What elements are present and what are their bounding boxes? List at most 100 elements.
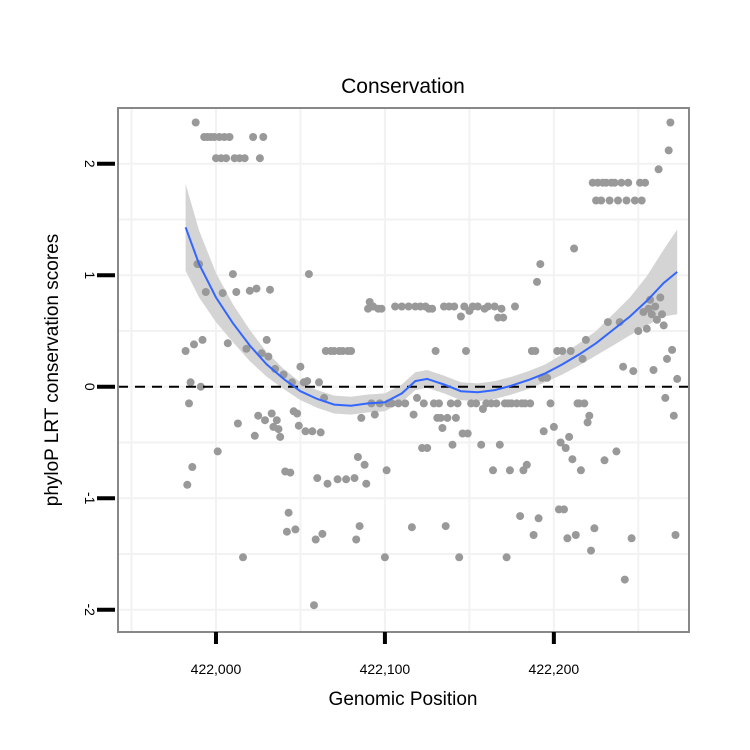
data-point: [646, 295, 655, 304]
y-axis: 2 1 0 -1 -2: [82, 160, 115, 616]
data-point: [546, 399, 555, 408]
data-point: [272, 416, 281, 425]
data-point: [446, 399, 455, 408]
data-point: [492, 399, 501, 408]
data-point: [647, 310, 656, 319]
data-point: [536, 260, 545, 269]
data-point: [597, 196, 606, 205]
data-point: [450, 302, 459, 311]
data-point: [642, 324, 651, 333]
plot-panel: [117, 107, 690, 633]
data-point: [240, 154, 249, 163]
data-point: [394, 399, 403, 408]
data-point: [543, 373, 552, 382]
data-point: [262, 335, 271, 344]
data-point: [587, 546, 595, 555]
data-point: [472, 399, 481, 408]
data-point: [438, 424, 447, 432]
x-axis-label: Genomic Position: [329, 689, 478, 710]
data-point: [357, 413, 366, 422]
data-point: [347, 347, 356, 355]
smooth-line: [184, 226, 678, 407]
data-point: [637, 196, 646, 205]
y-tick-label: -1: [82, 492, 98, 505]
y-axis-label: phyloP LRT conservation scores: [42, 234, 63, 507]
data-point: [382, 466, 391, 475]
data-point: [443, 413, 452, 422]
data-point: [668, 345, 677, 354]
data-point: [549, 422, 558, 431]
data-point: [560, 505, 568, 514]
data-point: [463, 429, 472, 438]
data-point: [296, 362, 305, 371]
y-tick-label: 1: [82, 271, 98, 279]
data-point: [673, 374, 682, 383]
data-point: [201, 288, 210, 296]
data-point: [605, 196, 614, 205]
data-point: [659, 321, 668, 330]
y-tick-label: -2: [82, 603, 98, 616]
data-point: [571, 531, 580, 539]
data-point: [580, 399, 589, 408]
data-point: [267, 409, 276, 418]
data-point: [291, 525, 300, 534]
data-point: [436, 413, 445, 422]
data-point: [664, 146, 673, 155]
data-point: [495, 440, 504, 449]
data-point: [313, 474, 322, 483]
data-point: [630, 196, 639, 205]
data-point: [627, 534, 636, 543]
data-point: [353, 453, 362, 461]
data-point: [634, 327, 643, 335]
data-point: [239, 553, 247, 562]
data-point: [232, 288, 241, 296]
data-point: [315, 378, 323, 387]
data-point: [342, 475, 351, 484]
data-point: [360, 460, 369, 469]
data-point: [610, 178, 619, 187]
data-point: [585, 411, 594, 420]
data-point: [661, 393, 670, 402]
data-point: [188, 463, 197, 471]
data-point: [534, 514, 543, 523]
data-point: [225, 133, 234, 141]
data-point: [282, 527, 291, 536]
data-point: [451, 413, 460, 422]
data-point: [286, 468, 295, 477]
data-point: [576, 466, 585, 475]
data-point: [380, 553, 389, 562]
data-point: [274, 425, 283, 434]
data-point: [233, 419, 242, 428]
data-point: [301, 427, 310, 436]
data-point: [652, 315, 661, 324]
data-point: [428, 304, 437, 313]
data-point: [583, 418, 592, 427]
data-point: [249, 133, 258, 141]
data-point: [462, 347, 470, 355]
data-point: [435, 399, 443, 408]
data-point: [624, 178, 633, 187]
data-point: [622, 196, 631, 205]
data-point: [499, 313, 508, 322]
data-point: [333, 475, 342, 484]
data-point: [276, 432, 285, 441]
y-tick-label: 0: [82, 383, 98, 391]
data-point: [391, 302, 400, 311]
data-point: [190, 340, 198, 349]
data-point: [473, 302, 482, 311]
data-point: [654, 165, 663, 174]
data-point: [531, 347, 540, 355]
data-point: [308, 427, 317, 436]
data-point: [522, 460, 531, 469]
data-point: [511, 302, 519, 311]
data-point: [489, 466, 497, 475]
data-point: [568, 455, 577, 464]
data-point: [196, 382, 205, 391]
data-point: [245, 286, 254, 295]
data-point: [578, 354, 587, 363]
data-point: [563, 534, 572, 543]
data-point: [490, 302, 499, 311]
data-point: [502, 553, 511, 562]
data-point: [362, 479, 371, 488]
